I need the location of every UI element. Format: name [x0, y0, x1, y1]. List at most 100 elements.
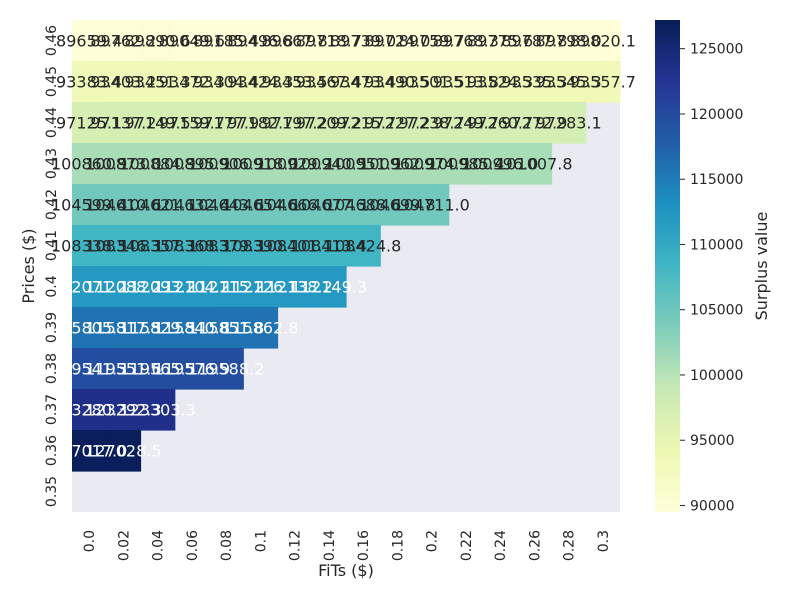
y-tick-label: 0.46	[44, 25, 60, 56]
cell-value-label: 112104.2	[154, 278, 230, 297]
heatmap-cell	[209, 348, 244, 390]
cell-value-label: 93473.4	[330, 73, 396, 92]
cell-value-label: 112126.1	[222, 278, 298, 297]
heatmap-cell	[483, 102, 518, 144]
heatmap-cell	[140, 266, 176, 308]
cell-value-label: 108368.3	[154, 237, 230, 256]
cell-value-label: 97260.7	[467, 114, 533, 133]
cell-value-label: 112093.2	[119, 278, 195, 297]
cell-value-label: 127017.0	[51, 442, 127, 461]
cell-value-label: 97249.7	[433, 114, 499, 133]
x-tick-label: 0.06	[185, 530, 201, 561]
cell-value-label: 100996.0	[462, 155, 538, 174]
heatmap-cell	[277, 266, 313, 308]
heatmap-cell	[414, 102, 450, 144]
y-tick-label: 0.4	[44, 275, 60, 297]
heatmap-cell	[311, 225, 347, 267]
heatmap-cell	[140, 20, 176, 62]
heatmap-cell	[346, 102, 381, 144]
heatmap-cell	[140, 61, 176, 103]
cell-value-label: 89820.1	[570, 32, 636, 51]
cell-value-label: 119576.9	[154, 360, 230, 379]
x-axis-label: FiTs ($)	[318, 561, 374, 580]
heatmap-cell	[517, 61, 553, 103]
heatmap-cell	[174, 20, 210, 62]
cell-value-label: 119565.5	[119, 360, 195, 379]
cell-value-label: 119588.2	[188, 360, 264, 379]
cell-value-label: 93490.5	[364, 73, 430, 92]
cell-value-label: 89659.4	[56, 32, 122, 51]
heatmap-cell	[209, 266, 244, 308]
cell-value-label: 115840.8	[154, 319, 230, 338]
y-axis-label: Prices ($)	[19, 228, 38, 303]
cell-value-label: 93403.2	[90, 73, 156, 92]
cell-value-label: 89762.2	[90, 32, 156, 51]
cell-value-label: 119541.3	[51, 360, 127, 379]
colorbar-tick-label: 90000	[690, 498, 735, 514]
heatmap-cell	[72, 20, 107, 62]
cell-value-label: 97272.9	[501, 114, 567, 133]
y-tick-label: 0.41	[44, 230, 60, 261]
x-tick-label: 0.16	[356, 530, 372, 561]
heatmap-cell	[277, 61, 313, 103]
colorbar-tick-label: 115000	[690, 172, 743, 188]
heatmap-cell	[106, 143, 142, 185]
cell-value-label: 93513.8	[433, 73, 499, 92]
heatmap-cell	[140, 143, 176, 185]
cell-value-label: 104643.6	[188, 196, 264, 215]
heatmap-cell	[311, 102, 347, 144]
heatmap-cell	[72, 225, 107, 267]
heatmap-cell	[106, 266, 142, 308]
heatmap-cell	[243, 61, 279, 103]
heatmap-cell	[209, 184, 244, 226]
cell-value-label: 115805.3	[51, 319, 127, 338]
cell-value-label: 93424.3	[227, 73, 293, 92]
cell-value-label: 123303.3	[119, 401, 195, 420]
x-tick-label: 0.3	[596, 530, 612, 552]
y-tick-label: 0.37	[44, 394, 60, 425]
heatmap-cell	[380, 143, 416, 185]
cell-value-label: 104654.6	[222, 196, 298, 215]
cell-value-label: 112071.2	[51, 278, 127, 297]
heatmap-cell	[277, 20, 313, 62]
heatmap-cell	[72, 430, 107, 472]
cell-value-label: 119551.6	[85, 360, 161, 379]
heatmap-cell	[106, 307, 142, 349]
cell-value-label: 108390.1	[222, 237, 298, 256]
cell-value-label: 100873.0	[85, 155, 161, 174]
cell-value-label: 100962.9	[359, 155, 435, 174]
cell-value-label: 89890.6	[125, 32, 191, 51]
heatmap-cell	[243, 184, 279, 226]
x-tick-label: 0.26	[527, 530, 543, 561]
heatmap-cell	[448, 143, 484, 185]
cell-value-label: 108424.8	[325, 237, 401, 256]
cell-value-label: 97227.2	[364, 114, 430, 133]
heatmap-cell	[311, 20, 347, 62]
heatmap-cell	[174, 266, 210, 308]
heatmap-cell	[243, 102, 279, 144]
heatmap-cell	[380, 102, 416, 144]
heatmap-cell	[277, 102, 313, 144]
heatmap-cell	[72, 61, 107, 103]
cell-value-label: 108357.3	[119, 237, 195, 256]
cell-value-label: 89667.8	[262, 32, 328, 51]
x-tick-label: 0.04	[151, 530, 167, 561]
cell-value-label: 93535.3	[501, 73, 567, 92]
cell-value-label: 89049.6	[159, 32, 225, 51]
heatmap-cell	[72, 389, 107, 431]
cell-value-label: 89739.0	[330, 32, 396, 51]
colorbar-ticks: 90000 95000 100000 105000 110000 115000 120000…	[680, 42, 743, 514]
heatmap-cell	[209, 61, 244, 103]
cell-value-label: 104699.8	[359, 196, 435, 215]
cell-value-label: 89724.0	[364, 32, 430, 51]
heatmap-cell	[311, 266, 347, 308]
x-tick-label: 0.24	[493, 530, 509, 561]
heatmap-cell	[311, 143, 347, 185]
heatmap-cell	[346, 61, 381, 103]
heatmap-cell	[277, 225, 313, 267]
cell-value-label: 97159.7	[159, 114, 225, 133]
heatmap-cell	[209, 102, 244, 144]
heatmap-cell	[243, 307, 279, 349]
x-tick-label: 0.18	[390, 530, 406, 561]
heatmap-cell	[72, 266, 107, 308]
